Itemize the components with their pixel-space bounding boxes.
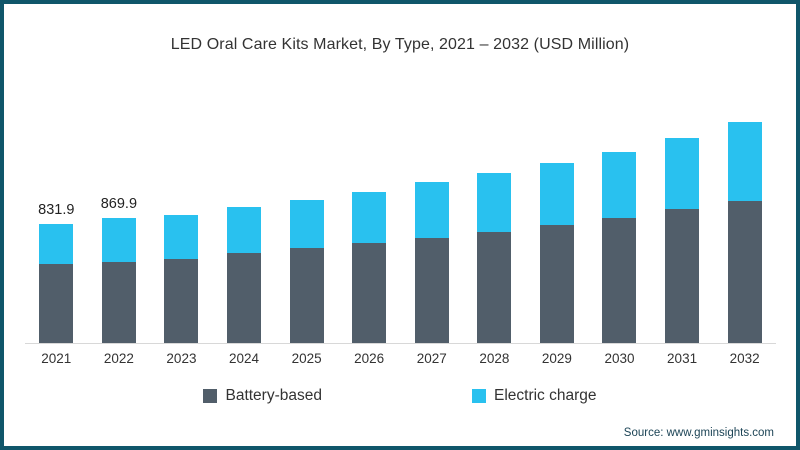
stacked-bar (39, 223, 74, 343)
x-axis-label: 2022 (103, 351, 134, 366)
stacked-bar (727, 122, 762, 343)
chart-title: LED Oral Care Kits Market, By Type, 2021… (170, 36, 630, 53)
stacked-bar (539, 162, 574, 343)
bar-column (463, 89, 526, 343)
stacked-bar (289, 199, 324, 343)
bar-segment-battery (101, 261, 136, 343)
bar-segment-electric (477, 172, 512, 232)
bar-column: 831.9 (25, 89, 88, 343)
bar-column (713, 89, 776, 343)
x-axis-label: 2029 (541, 351, 572, 366)
electric-swatch (471, 389, 486, 403)
bar-segment-electric (101, 218, 136, 262)
x-axis-row: 2021 2022 2023 2024 2025 2026 2027 2028 2029 2030… (25, 351, 776, 366)
bar-column (651, 89, 714, 343)
bar-segment-electric (665, 137, 700, 210)
x-axis-label: 2030 (604, 351, 635, 366)
bar-segment-battery (477, 231, 512, 343)
bar-total-label: 869.9 (100, 196, 138, 213)
bar-column (526, 89, 589, 343)
bar-segment-battery (727, 200, 762, 343)
stacked-bar (665, 137, 700, 343)
source-note: Source: www.gminsights.com (623, 427, 774, 439)
bar-segment-battery (539, 225, 574, 343)
stacked-bar (602, 152, 637, 343)
stacked-bar (477, 172, 512, 343)
stacked-bar (414, 182, 449, 343)
bar-column (275, 89, 338, 343)
legend-item-battery: Battery-based (203, 387, 322, 405)
x-axis-label: 2021 (41, 351, 72, 366)
bar-segment-electric (539, 162, 574, 226)
bar-column (213, 89, 276, 343)
x-axis-label: 2032 (729, 351, 760, 366)
bar-column (150, 89, 213, 343)
bar-column (588, 89, 651, 343)
bar-segment-battery (602, 218, 637, 343)
legend-label-battery: Battery-based (225, 387, 322, 404)
bar-segment-battery (665, 209, 700, 343)
battery-swatch (203, 389, 218, 403)
x-axis-label: 2027 (416, 351, 447, 366)
bar-segment-battery (289, 248, 324, 343)
stacked-bar (227, 206, 262, 343)
bar-segment-battery (227, 253, 262, 343)
bar-segment-electric (727, 122, 762, 201)
bar-column: 869.9 (88, 89, 151, 343)
bar-segment-electric (39, 223, 74, 264)
bar-column (338, 89, 401, 343)
bar-segment-electric (164, 214, 199, 260)
legend: Battery-based Electric charge (4, 387, 796, 405)
bar-segment-electric (414, 182, 449, 238)
x-axis-label: 2025 (291, 351, 322, 366)
plot-area: 831.9 869.9 (25, 89, 776, 344)
x-axis-label: 2031 (667, 351, 698, 366)
bar-segment-battery (164, 259, 199, 343)
x-axis-label: 2028 (479, 351, 510, 366)
bar-segment-battery (352, 242, 387, 343)
legend-item-electric: Electric charge (471, 387, 597, 405)
bar-segment-electric (227, 206, 262, 254)
bar-segment-electric (289, 199, 324, 249)
x-axis-label: 2023 (166, 351, 197, 366)
bar-segment-electric (352, 192, 387, 243)
bar-segment-battery (39, 263, 74, 343)
stacked-bar (164, 214, 199, 343)
legend-label-electric: Electric charge (493, 387, 597, 404)
bar-segment-battery (414, 237, 449, 343)
bar-total-label: 831.9 (38, 201, 75, 218)
stacked-bar (101, 218, 136, 343)
bar-segment-electric (602, 152, 637, 219)
stacked-bar (352, 192, 387, 343)
x-axis-label: 2024 (229, 351, 260, 366)
bar-column (400, 89, 463, 343)
x-axis-label: 2026 (354, 351, 385, 366)
